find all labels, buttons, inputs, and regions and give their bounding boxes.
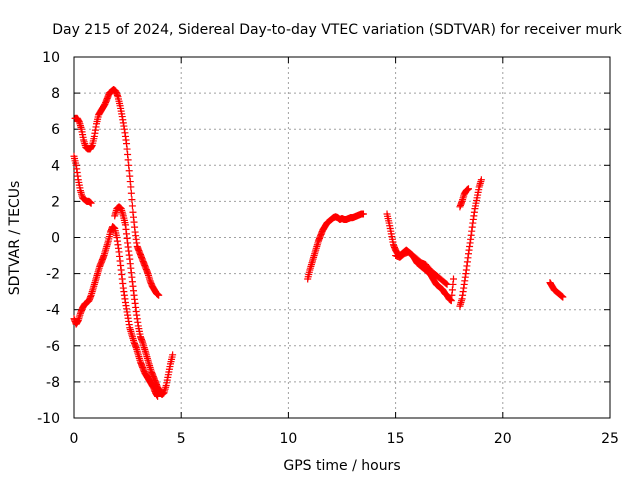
data-point-marker: [443, 280, 451, 288]
series-arc-7: [456, 176, 485, 310]
x-tick-label: 10: [279, 431, 297, 447]
x-tick-label: 20: [494, 431, 512, 447]
data-point-marker: [477, 176, 485, 184]
data-point-marker: [442, 280, 450, 288]
data-point-marker: [559, 293, 567, 301]
y-tick-label: 6: [51, 122, 60, 138]
y-tick-label: 10: [42, 50, 60, 66]
y-tick-label: 4: [51, 158, 60, 174]
y-tick-label: 8: [51, 86, 60, 102]
data-point-marker: [169, 351, 177, 359]
series-arc-6: [392, 248, 451, 288]
data-point-marker: [359, 210, 367, 218]
y-axis-label: SDTVAR / TECUs: [7, 181, 23, 296]
series-arc-3: [111, 203, 177, 399]
y-tick-label: -10: [37, 411, 60, 427]
series-arc-1-lower: [70, 223, 162, 400]
grid-lines: [74, 57, 610, 418]
y-tick-label: -6: [46, 339, 60, 355]
data-point-marker: [128, 202, 136, 210]
x-axis-label: GPS time / hours: [283, 458, 400, 474]
series-arc-2: [70, 152, 95, 207]
x-tick-label: 15: [387, 431, 405, 447]
data-point-marker: [464, 185, 472, 193]
data-point-marker: [127, 189, 135, 197]
x-tick-label: 25: [601, 431, 619, 447]
series-arc-1-upper: [71, 85, 163, 299]
y-tick-label: -4: [46, 303, 60, 319]
x-tick-label: 0: [70, 431, 79, 447]
data-point-marker: [449, 275, 457, 283]
y-tick-labels: -10 -8 -6 -4 -2 0 2 4 6 8 10: [37, 50, 60, 427]
y-tick-label: -8: [46, 375, 60, 391]
data-point-marker: [87, 199, 95, 207]
data-point-marker: [127, 183, 135, 191]
y-tick-label: 0: [51, 231, 60, 247]
series-arc-4: [304, 210, 367, 283]
chart-title: Day 215 of 2024, Sidereal Day-to-day VTE…: [52, 22, 622, 38]
x-tick-label: 5: [177, 431, 186, 447]
data-point-marker: [128, 196, 136, 204]
data-point-marker: [154, 392, 162, 400]
data-point-marker: [155, 291, 163, 299]
y-tick-label: -2: [46, 267, 60, 283]
series-arc-8: [456, 185, 472, 211]
x-tick-labels: 0 5 10 15 20 25: [70, 431, 619, 447]
data-points: [70, 85, 567, 400]
y-tick-label: 2: [51, 194, 60, 210]
series-arc-9: [546, 279, 567, 301]
